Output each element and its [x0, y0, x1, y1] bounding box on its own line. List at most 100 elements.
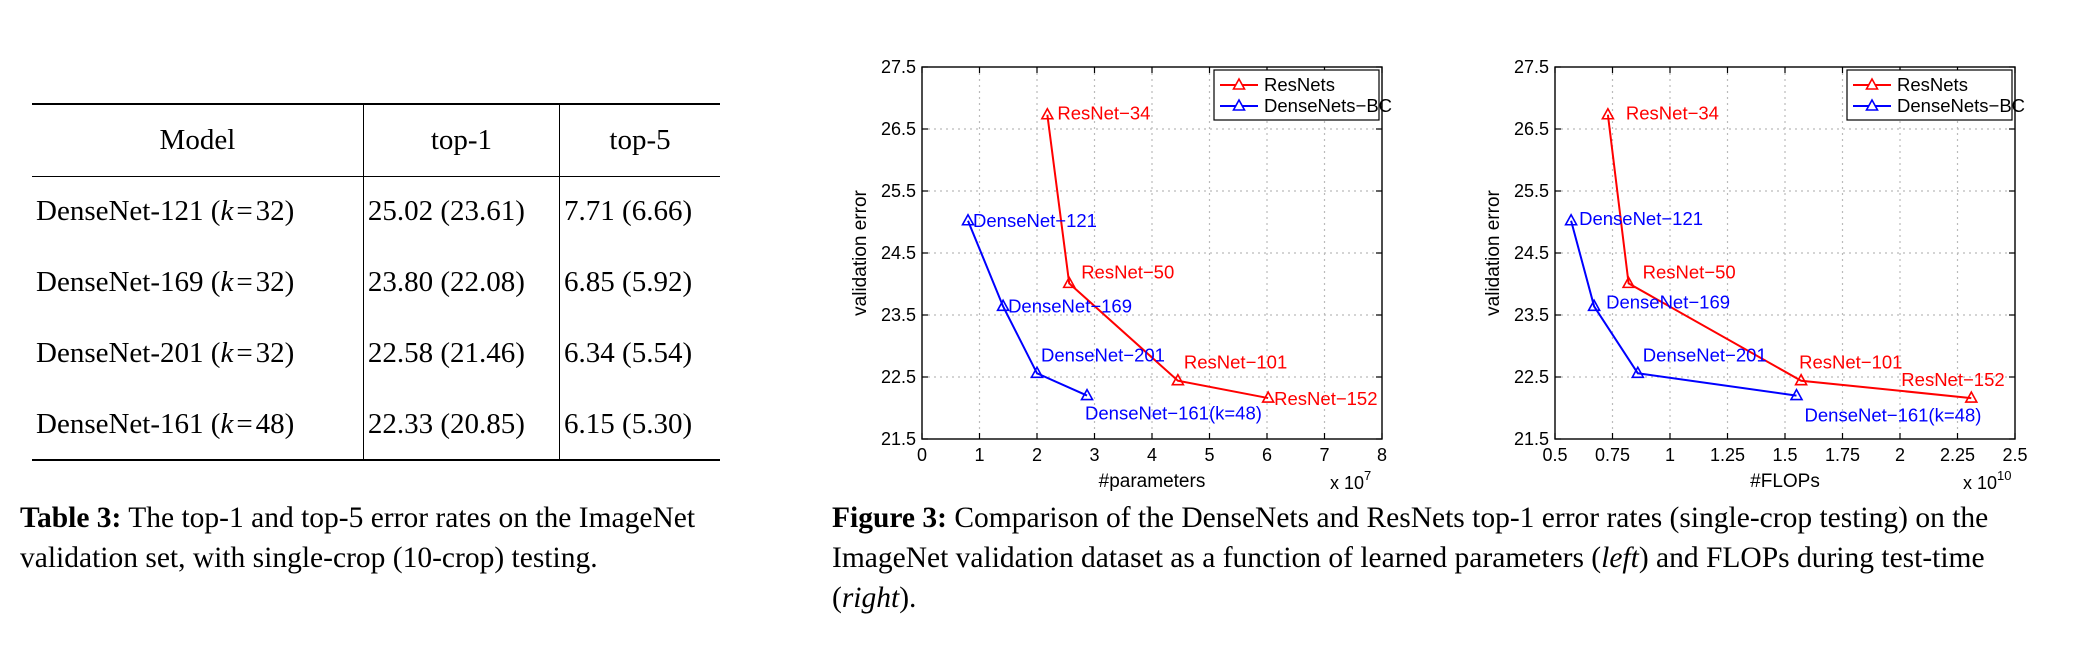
- model-k-value: 48: [255, 407, 285, 440]
- data-point-label: DenseNet−121: [973, 210, 1097, 231]
- y-axis-label: validation error: [1483, 189, 1504, 315]
- series-resnets: ResNet−34 ResNet−50 ResNet−101 ResNet−152: [1040, 103, 1378, 409]
- x-tick-label: 2.5: [2002, 445, 2027, 465]
- y-tick-label: 26.5: [1514, 119, 1549, 139]
- chart-parameters: 0 1 2 3 4 5 6 7 821.522.523.524.525.526.527.5#pa…: [850, 57, 1392, 493]
- figure-caption-left: left: [1601, 542, 1639, 574]
- figure-caption-label: Figure 3:: [832, 502, 947, 534]
- table-row: DenseNet-121 (k = 32) 25.02 (23.61) 7.71 (6.…: [32, 176, 720, 247]
- data-point-label: ResNet−34: [1626, 103, 1719, 124]
- table-row: DenseNet-161 (k = 48) 22.33 (20.85) 6.15 (5.…: [32, 389, 720, 461]
- cell-top5: 6.15 (5.30): [559, 389, 720, 461]
- y-tick-label: 21.5: [881, 429, 916, 449]
- y-tick-label: 22.5: [881, 367, 916, 387]
- y-tick-label: 24.5: [1514, 243, 1549, 263]
- x-axis-exponent: x 107: [1330, 468, 1371, 493]
- y-tick-label: 23.5: [881, 305, 916, 325]
- data-point-label: DenseNet−169: [1008, 295, 1132, 316]
- data-point-label: ResNet−152: [1901, 369, 2004, 390]
- cell-model: DenseNet-169 (k = 32): [32, 247, 364, 318]
- x-tick-label: 1: [974, 445, 984, 465]
- data-point-marker: [1794, 373, 1808, 386]
- series-line: [1606, 114, 1972, 400]
- legend-swatch-marker: [1865, 77, 1879, 90]
- cell-top5: 7.71 (6.66): [564, 195, 693, 228]
- table-header-row: Model top-1 top-5: [32, 103, 720, 177]
- legend-box: [1846, 69, 2013, 121]
- cell-top1: 22.33 (20.85): [363, 389, 561, 461]
- x-tick-label: 2.25: [1940, 445, 1975, 465]
- header-top1: top-1: [363, 103, 561, 177]
- data-point-marker: [1964, 390, 1979, 403]
- model-k-equals: =: [236, 337, 253, 369]
- cell-top5: 6.34 (5.54): [564, 337, 693, 369]
- x-tick-label: 0.5: [1542, 445, 1567, 465]
- data-point-label: ResNet−50: [1081, 261, 1174, 282]
- x-axis-label: #FLOPs: [1750, 471, 1820, 492]
- series-line: [1570, 220, 1797, 397]
- y-tick-label: 21.5: [1514, 429, 1549, 449]
- series-densenets: DenseNet−121 DenseNet−169 DenseNet−201 Dens…: [961, 210, 1262, 424]
- cell-top1: 22.58 (21.46): [363, 318, 561, 389]
- model-k-symbol: k: [220, 195, 234, 228]
- figure-caption-text-1: Comparison of the DenseNets and ResNets …: [832, 502, 1989, 574]
- x-tick-label: 0: [917, 445, 927, 465]
- model-k-symbol: k: [220, 337, 234, 369]
- x-tick-label: 0.75: [1595, 445, 1630, 465]
- data-point-label: ResNet−152: [1274, 388, 1377, 409]
- figure-caption-text-2: ) and FLOPs during test-time (: [832, 542, 1985, 614]
- model-k-equals: =: [236, 407, 253, 440]
- data-point-marker: [1080, 387, 1094, 401]
- header-model: Model: [32, 103, 364, 177]
- y-tick-label: 27.5: [1514, 57, 1549, 77]
- cell-model: DenseNet-201 (k = 32): [32, 318, 364, 389]
- legend-swatch-marker: [1232, 77, 1246, 90]
- y-tick-label: 25.5: [1514, 181, 1549, 201]
- results-table-block: Model top-1 top-5 DenseNet-121 (k = 32) 25.…: [32, 103, 720, 461]
- model-k-equals: =: [236, 195, 253, 228]
- series-line: [967, 220, 1088, 397]
- data-point-label: DenseNet−161(k=48): [1805, 405, 1982, 426]
- data-point-label: DenseNet−121: [1579, 208, 1703, 229]
- model-name: DenseNet-121: [36, 195, 204, 228]
- results-table: Model top-1 top-5 DenseNet-121 (k = 32) 25.…: [32, 103, 720, 461]
- y-tick-label: 23.5: [1514, 305, 1549, 325]
- cell-top1: 23.80 (22.08): [363, 247, 561, 318]
- model-k-equals: =: [236, 266, 253, 298]
- x-axis-exponent-power: 10: [1997, 468, 2011, 483]
- legend-box: [1213, 69, 1380, 121]
- legend-label: ResNets: [1264, 74, 1335, 95]
- cell-model: DenseNet-161 (k = 48): [32, 389, 364, 461]
- data-point-label: DenseNet−169: [1606, 291, 1730, 312]
- model-name: DenseNet-169: [36, 266, 204, 298]
- table-row: DenseNet-201 (k = 32) 22.58 (21.46) 6.34 (5.…: [32, 318, 720, 389]
- x-tick-label: 1: [1665, 445, 1675, 465]
- data-point-label: ResNet−101: [1799, 352, 1902, 373]
- data-point-label: ResNet−101: [1184, 352, 1287, 373]
- data-point-marker: [1171, 373, 1185, 386]
- data-point-marker: [961, 213, 975, 226]
- y-tick-label: 22.5: [1514, 367, 1549, 387]
- y-tick-label: 24.5: [881, 243, 916, 263]
- data-point-marker: [1630, 365, 1645, 379]
- x-tick-label: 3: [1089, 445, 1099, 465]
- data-point-marker: [1587, 298, 1601, 312]
- legend-label: ResNets: [1897, 74, 1968, 95]
- x-tick-label: 1.75: [1825, 445, 1860, 465]
- x-axis-exponent-power: 7: [1364, 468, 1371, 483]
- data-point-label: ResNet−50: [1643, 261, 1736, 282]
- y-tick-label: 25.5: [881, 181, 916, 201]
- data-point-marker: [1621, 275, 1636, 289]
- data-point-label: DenseNet−201: [1643, 344, 1767, 365]
- x-tick-label: 1.25: [1710, 445, 1745, 465]
- legend-label: DenseNets−BC: [1897, 95, 2025, 116]
- table-caption-text: The top-1 and top-5 error rates on the I…: [20, 502, 696, 574]
- data-point-marker: [1062, 275, 1077, 289]
- legend-label: DenseNets−BC: [1264, 95, 1392, 116]
- data-point-marker: [1040, 107, 1055, 120]
- x-tick-label: 7: [1319, 445, 1329, 465]
- figure-caption: Figure 3: Comparison of the DenseNets an…: [832, 498, 2072, 618]
- data-point-marker: [1601, 107, 1615, 120]
